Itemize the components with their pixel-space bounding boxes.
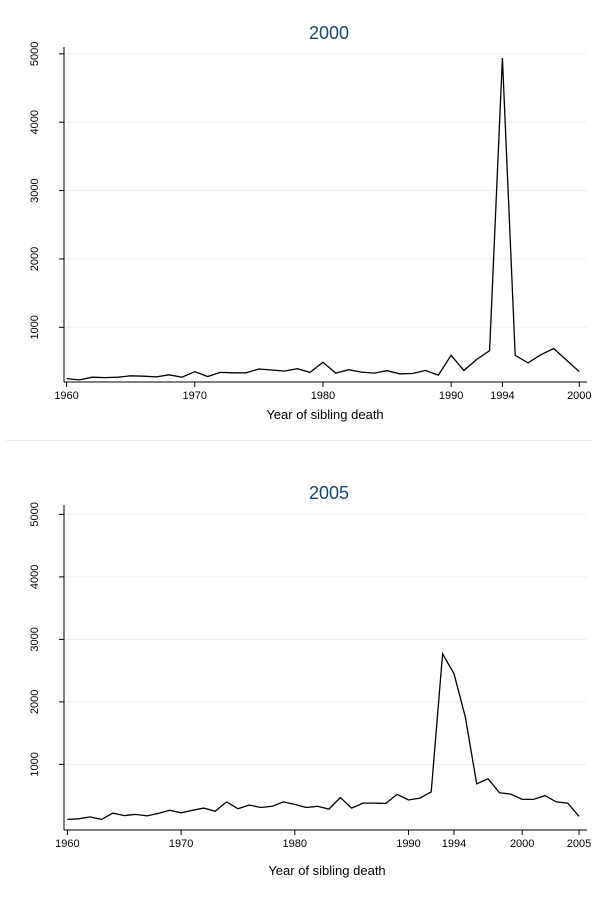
y-tick-label: 1000 bbox=[29, 752, 41, 776]
x-axis-label: Year of sibling death bbox=[268, 863, 385, 878]
y-tick-label: 4000 bbox=[29, 110, 41, 134]
y-tick-label: 5000 bbox=[29, 502, 41, 526]
x-axis: 1960 1970 1980 1990 1994 2000 2005 bbox=[55, 829, 591, 850]
x-tick-label: 1980 bbox=[283, 838, 307, 850]
x-tick-label: 1990 bbox=[396, 838, 420, 850]
y-axis: 1000 2000 3000 4000 5000 bbox=[29, 502, 65, 830]
chart-panel-2005: 2005 1000 2000 3000 4000 5000 1960 1970 1980 19… bbox=[0, 448, 597, 888]
y-tick-label: 2000 bbox=[29, 690, 41, 714]
x-tick-label: 1960 bbox=[54, 390, 78, 402]
y-tick-label: 3000 bbox=[29, 178, 41, 202]
x-tick-label: 2000 bbox=[510, 838, 534, 850]
y-tick-label: 3000 bbox=[29, 627, 41, 651]
x-tick-label: 1970 bbox=[169, 838, 193, 850]
chart-title: 2000 bbox=[309, 23, 349, 43]
chart-title: 2005 bbox=[309, 483, 349, 503]
x-tick-label: 1970 bbox=[183, 390, 207, 402]
gridlines bbox=[64, 513, 587, 765]
x-tick-label: 2000 bbox=[567, 390, 591, 402]
panel-divider bbox=[6, 440, 591, 441]
y-axis: 1000 2000 3000 4000 5000 bbox=[29, 42, 65, 382]
x-axis-label: Year of sibling death bbox=[266, 407, 383, 422]
x-tick-label: 2005 bbox=[567, 838, 591, 850]
chart-panel-2000: 2000 1000 2000 3000 4000 5000 1960 1970 1980 19… bbox=[0, 0, 597, 440]
y-tick-label: 5000 bbox=[29, 42, 41, 66]
y-tick-label: 1000 bbox=[29, 315, 41, 339]
y-tick-label: 4000 bbox=[29, 565, 41, 589]
x-tick-label: 1960 bbox=[55, 838, 79, 850]
y-tick-label: 2000 bbox=[29, 247, 41, 271]
series-line bbox=[67, 651, 580, 821]
series-line bbox=[66, 57, 580, 381]
x-tick-label: 1990 bbox=[439, 390, 463, 402]
x-tick-label: 1994 bbox=[490, 390, 514, 402]
x-tick-label: 1980 bbox=[311, 390, 335, 402]
x-axis: 1960 1970 1980 1990 1994 2000 bbox=[54, 381, 592, 402]
x-tick-label: 1994 bbox=[442, 838, 466, 850]
